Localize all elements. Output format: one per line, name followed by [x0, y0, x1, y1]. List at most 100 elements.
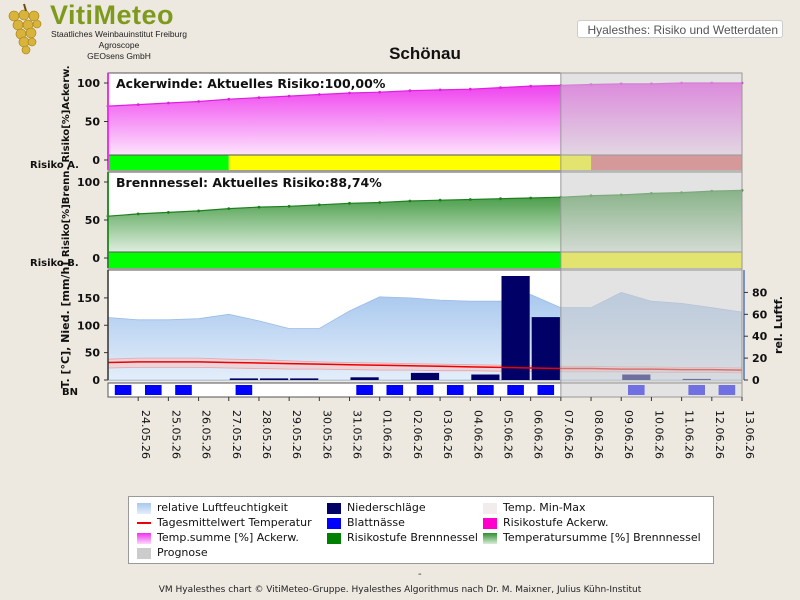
risk-level-bar	[108, 252, 561, 268]
risk-point	[136, 212, 140, 216]
risk-point	[167, 101, 170, 105]
risk-point	[257, 205, 261, 209]
risk-point	[227, 97, 231, 101]
y-tick-label: 0	[92, 252, 100, 265]
risk-level-bar	[228, 155, 592, 170]
legend-label: Risikostufe Brennnessel	[347, 531, 478, 544]
leaf-wetness-bar	[537, 385, 555, 395]
y-tick-label: 50	[85, 214, 101, 227]
leaf-wetness-bar	[416, 385, 434, 395]
legend-label: relative Luftfeuchtigkeit	[157, 501, 288, 514]
legend-label: Niederschläge	[347, 501, 426, 514]
prognose-shade	[560, 72, 743, 398]
legend-item-minmax: Temp. Min-Max	[483, 500, 586, 515]
grape-icon	[8, 3, 42, 55]
precip-bar	[350, 377, 379, 380]
risk-point	[348, 201, 351, 205]
y-tick-label: 100	[77, 176, 100, 189]
x-tick-label: 06.06.26	[532, 410, 545, 459]
x-tick-label: 01.06.26	[381, 410, 394, 459]
y-tick-label: 100	[77, 77, 100, 90]
y-axis-title-2: Risiko[%]Brenn.	[61, 167, 72, 257]
risk-point	[408, 89, 412, 93]
x-tick-label: 28.05.26	[260, 410, 273, 459]
panel-label-2: Brennnessel: Aktuelles Risiko:88,74%	[116, 175, 382, 190]
legend-label: Prognose	[157, 546, 208, 559]
logo: VitiMeteo Staatliches Weinbauinstitut Fr…	[4, 0, 187, 62]
y-tick-label: 150	[77, 292, 100, 305]
x-tick-label: 26.05.26	[200, 410, 213, 459]
legend-swatch	[137, 547, 151, 559]
legend-label: Blattnässe	[347, 516, 405, 529]
wetness-row-label: BN	[62, 387, 78, 398]
y2-tick-label: 0	[752, 374, 760, 387]
legend-item-tsum-ack: Temp.summe [%] Ackerw.	[137, 530, 299, 545]
legend-swatch	[327, 517, 341, 529]
chart: 0 50 100 Ackerwinde: Aktuelles Risiko:100,0…	[30, 65, 785, 459]
precip-bar	[229, 378, 258, 380]
x-tick-label: 04.06.26	[471, 410, 484, 459]
risk-point	[468, 87, 472, 91]
risk-point	[197, 100, 201, 103]
precip-bar	[531, 317, 560, 380]
risk-point	[529, 84, 533, 88]
y-axis-title-3: T. [°C], Nied. [mm/h]	[59, 262, 72, 389]
risk-point	[438, 198, 442, 202]
x-tick-label: 09.06.26	[622, 410, 635, 459]
leaf-wetness-bar	[446, 385, 464, 395]
y-tick-label: 100	[77, 319, 100, 332]
org-line-1: Staatliches Weinbauinstitut Freiburg	[51, 29, 187, 39]
y-tick-label: 50	[85, 347, 101, 360]
precip-bar	[471, 374, 500, 380]
precip-bar	[501, 276, 530, 380]
risk-point	[438, 88, 442, 92]
risk-point	[499, 86, 502, 89]
leaf-wetness-bar	[235, 385, 253, 395]
legend: relative Luftfeuchtigkeit Niederschläge Te…	[128, 496, 714, 564]
precip-bar	[290, 378, 319, 380]
legend-swatch	[327, 532, 341, 544]
leaf-wetness-bar	[175, 385, 192, 395]
risk-point	[348, 91, 351, 95]
legend-swatch	[483, 502, 497, 514]
y2-tick-label: 60	[752, 308, 768, 321]
y2-axis-title: rel. Luftf.	[772, 296, 785, 354]
leaf-wetness-bar	[356, 385, 373, 395]
risk-point	[287, 204, 291, 208]
x-tick-label: 11.06.26	[683, 410, 696, 459]
leaf-wetness-bar	[114, 385, 132, 395]
x-tick-label: 05.06.26	[501, 410, 514, 459]
legend-swatch	[137, 532, 151, 544]
precip-bar	[410, 372, 440, 380]
x-tick-label: 12.06.26	[713, 410, 726, 459]
legend-swatch	[483, 517, 497, 529]
risk-point	[378, 90, 382, 94]
x-tick-label: 03.06.26	[441, 410, 454, 459]
legend-swatch	[327, 502, 341, 514]
risk-point	[197, 209, 201, 213]
x-tick-label: 07.06.26	[562, 410, 575, 459]
risk-point	[408, 199, 412, 203]
risk-row-label-1: Risiko A.	[30, 160, 79, 171]
y-axis-title-1: Risiko[%]Ackerw.	[61, 65, 72, 162]
y-tick-label: 50	[85, 116, 101, 129]
risk-point	[529, 196, 533, 200]
leaf-wetness-bar	[145, 385, 162, 395]
risk-point	[468, 198, 472, 201]
legend-item-precip: Niederschläge	[327, 500, 426, 515]
leaf-wetness-bar	[477, 385, 494, 395]
x-tick-label: 31.05.26	[351, 410, 364, 459]
app-title: Hyalesthes: Risiko und Wetterdaten	[577, 20, 783, 38]
y-tick-label: 0	[92, 154, 100, 167]
legend-item-wetness: Blattnässe	[327, 515, 405, 530]
footer-credit: VM Hyalesthes chart © VitiMeteo-Gruppe. …	[158, 585, 642, 595]
legend-item-risk-ack: Risikostufe Ackerw.	[483, 515, 608, 530]
risk-point	[167, 211, 170, 214]
panel-label-1: Ackerwinde: Aktuelles Risiko:100,00%	[116, 76, 386, 91]
brand-name: VitiMeteo	[50, 0, 175, 30]
x-tick-label: 25.05.26	[169, 410, 182, 459]
legend-item-prognose: Prognose	[137, 545, 208, 560]
risk-point	[317, 93, 321, 96]
precip-bar	[260, 378, 289, 380]
risk-point	[227, 207, 231, 211]
